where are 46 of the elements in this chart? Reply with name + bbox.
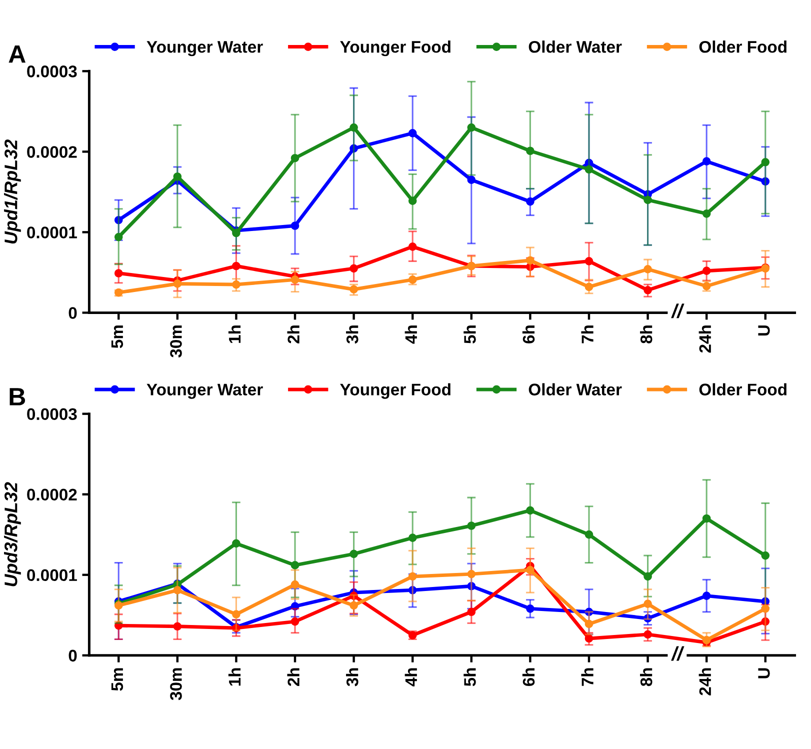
- legend-label: Younger Water: [146, 384, 263, 399]
- x-tick-label: 2h: [287, 326, 300, 344]
- legend-label: Younger Water: [146, 41, 263, 56]
- y-axis-title: Upd1/RpL32: [4, 139, 21, 244]
- legend-label: Older Water: [528, 383, 622, 396]
- x-tick-label: 3h: [346, 668, 358, 686]
- y-axis-title: Upd3/RpL32: [4, 482, 21, 586]
- y-tick-label: 0.0003: [27, 66, 77, 78]
- y-tick-label: 0.0002: [27, 488, 77, 501]
- x-tick-label: 2h: [287, 668, 300, 686]
- y-tick-label: 0.0001: [27, 569, 77, 582]
- x-tick-label: 1h: [228, 668, 241, 686]
- legend-label: Older Food: [699, 40, 786, 53]
- legend-label: Younger Food: [340, 40, 450, 56]
- x-tick-label: 5m: [111, 326, 124, 348]
- x-tick-label: 1h: [228, 326, 241, 343]
- x-tick-label: 6h: [522, 326, 535, 344]
- legend-label: Older Food: [699, 383, 786, 396]
- x-tick-label: 6h: [522, 668, 535, 686]
- legend-label: Older Water: [528, 40, 622, 53]
- x-tick-label: 3h: [346, 326, 358, 344]
- x-tick-label: 8h: [640, 326, 652, 344]
- y-tick-label: 0.0003: [27, 408, 77, 420]
- chart-title: B: [10, 388, 26, 406]
- y-tick-label: 0.0002: [27, 146, 77, 158]
- y-tick-label: 0: [68, 307, 77, 319]
- chart-title: A: [8, 45, 26, 63]
- x-tick-label: 30m: [170, 326, 182, 358]
- legend-label: Younger Food: [340, 383, 450, 399]
- x-tick-label: U: [758, 668, 770, 678]
- x-tick-label: 5h: [464, 326, 476, 344]
- x-tick-label: 8h: [640, 668, 652, 686]
- x-tick-label: 7h: [581, 668, 594, 686]
- x-tick-label: 7h: [581, 326, 594, 344]
- y-tick-label: 0: [68, 650, 77, 662]
- x-tick-label: U: [758, 326, 770, 336]
- x-tick-label: 24h: [698, 668, 711, 696]
- annotation: //: [671, 646, 684, 661]
- x-tick-label: 5m: [111, 668, 124, 691]
- x-tick-label: 24h: [698, 326, 711, 353]
- annotation: //: [671, 304, 684, 318]
- y-tick-label: 0.0001: [27, 226, 77, 238]
- x-tick-label: 5h: [464, 668, 476, 686]
- x-tick-label: 4h: [404, 326, 417, 344]
- x-tick-label: 4h: [404, 668, 417, 686]
- x-tick-label: 30m: [170, 668, 182, 700]
